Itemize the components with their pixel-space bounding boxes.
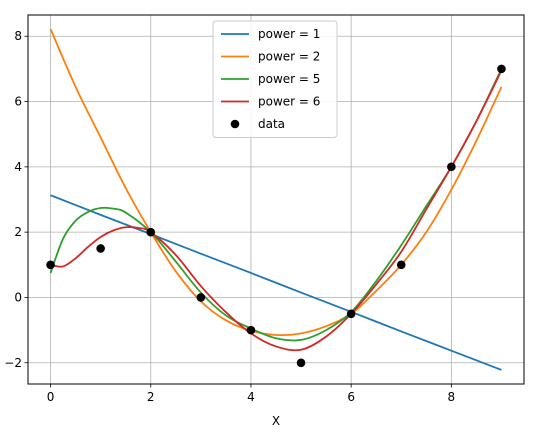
x-ticks: 0 2 4 6 8 <box>47 384 455 404</box>
data-point <box>146 227 156 237</box>
x-tick-label-0: 0 <box>47 390 55 404</box>
y-tick-label-2: 2 <box>14 225 22 239</box>
x-tick-label-3: 6 <box>347 390 355 404</box>
legend-label-1: power = 1 <box>258 27 320 41</box>
legend-label-2: power = 2 <box>258 50 320 64</box>
y-tick-label-1: 0 <box>14 290 22 304</box>
data-point <box>346 309 356 319</box>
x-axis-label: X <box>272 414 280 428</box>
y-tick-label-0: −2 <box>4 356 22 370</box>
legend: power = 1 power = 2 power = 5 power = 6 data <box>212 20 338 138</box>
data-point <box>196 293 206 302</box>
legend-label-data: data <box>258 117 285 131</box>
x-tick-label-4: 8 <box>448 390 456 404</box>
series-layer <box>49 28 503 371</box>
data-point <box>246 325 256 335</box>
y-tick-label-4: 6 <box>14 95 22 109</box>
data-points <box>46 64 506 368</box>
y-tick-label-3: 4 <box>14 160 22 174</box>
series-line-1 <box>50 194 502 371</box>
y-ticks: −2 0 2 4 6 8 <box>4 29 28 370</box>
plot-frame <box>27 14 525 385</box>
data-point <box>447 162 456 172</box>
series-line-2 <box>49 28 503 337</box>
legend-label-4: power = 6 <box>258 95 320 109</box>
data-point <box>96 244 105 253</box>
data-point <box>497 64 506 74</box>
data-point <box>396 260 406 270</box>
legend-box <box>212 20 338 138</box>
data-point <box>296 358 306 368</box>
series-line-4 <box>50 70 503 352</box>
legend-label-3: power = 5 <box>258 72 320 86</box>
legend-swatch-data <box>230 119 240 129</box>
y-tick-label-5: 8 <box>14 29 22 43</box>
x-tick-label-2: 4 <box>247 390 255 404</box>
data-point <box>46 260 55 270</box>
x-tick-label-1: 2 <box>147 390 155 404</box>
